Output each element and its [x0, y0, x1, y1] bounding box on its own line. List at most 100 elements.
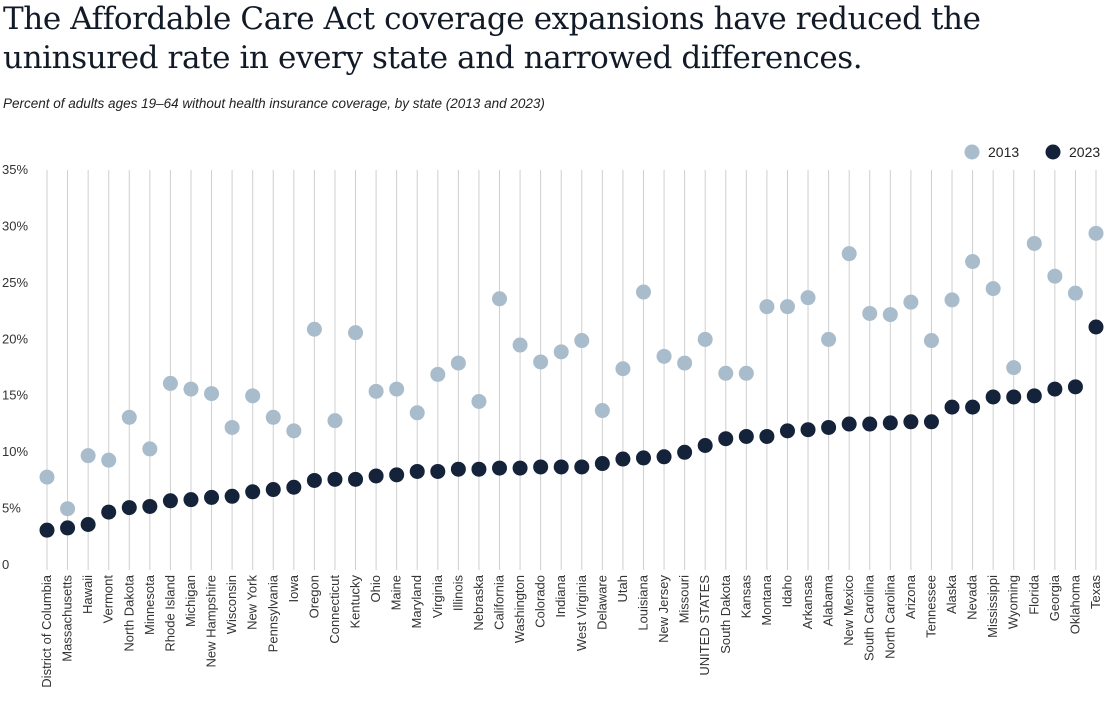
x-tick-label-mississippi: Mississippi: [985, 575, 1000, 638]
point-2013-texas: [1088, 225, 1104, 241]
point-2023-ohio: [368, 468, 384, 484]
y-tick-label: 20%: [2, 331, 28, 346]
x-tick-label-montana: Montana: [759, 574, 774, 625]
x-tick-label-illinois: Illinois: [450, 575, 465, 612]
point-2013-tennessee: [923, 333, 939, 349]
point-2023-north-dakota: [121, 500, 137, 516]
point-2023-kansas: [738, 428, 754, 444]
point-2023-tennessee: [923, 414, 939, 430]
point-2013-louisiana: [635, 284, 651, 300]
point-2023-utah: [615, 451, 631, 467]
x-tick-label-pennsylvania: Pennsylvania: [265, 574, 280, 652]
x-tick-label-michigan: Michigan: [183, 575, 198, 627]
point-2013-mississippi: [985, 281, 1001, 297]
point-2013-ohio: [368, 383, 384, 399]
point-2023-washington: [512, 460, 528, 476]
x-tick-label-new-mexico: New Mexico: [841, 575, 856, 646]
point-2013-alaska: [944, 292, 960, 308]
point-2023-virginia: [430, 463, 446, 479]
point-2023-montana: [759, 428, 775, 444]
x-tick-label-nevada: Nevada: [965, 574, 980, 620]
y-tick-label: 5%: [2, 501, 21, 516]
point-2013-new-mexico: [841, 246, 857, 262]
point-2023-maine: [389, 467, 405, 483]
x-tick-label-arkansas: Arkansas: [800, 575, 815, 630]
x-tick-label-maine: Maine: [389, 575, 404, 610]
x-tick-label-tennessee: Tennessee: [923, 575, 938, 638]
x-tick-label-wyoming: Wyoming: [1006, 575, 1021, 629]
point-2023-oregon: [306, 472, 322, 488]
point-2013-new-jersey: [656, 348, 672, 364]
point-2013-north-dakota: [121, 409, 137, 425]
point-2023-alaska: [944, 399, 960, 415]
point-2013-oregon: [306, 321, 322, 337]
point-2023-michigan: [183, 492, 199, 508]
legend-marker-2013: [964, 144, 980, 160]
point-2023-south-dakota: [718, 431, 734, 447]
x-tick-label-idaho: Idaho: [779, 575, 794, 608]
x-tick-label-new-hampshire: New Hampshire: [204, 575, 219, 667]
point-2013-new-hampshire: [204, 386, 220, 402]
point-2023-wisconsin: [224, 488, 240, 504]
point-2023-new-hampshire: [204, 489, 220, 505]
y-tick-label: 30%: [2, 218, 28, 233]
point-2013-nebraska: [471, 393, 487, 409]
point-2023-illinois: [450, 461, 466, 477]
point-2013-colorado: [533, 354, 549, 370]
point-2013-pennsylvania: [265, 409, 281, 425]
point-2023-indiana: [553, 459, 569, 475]
y-tick-label: 10%: [2, 444, 28, 459]
point-2023-arkansas: [800, 422, 816, 438]
x-tick-label-texas: Texas: [1088, 575, 1103, 609]
x-tick-label-kansas: Kansas: [738, 575, 753, 619]
legend-marker-2023: [1045, 144, 1061, 160]
point-2013-new-york: [245, 388, 261, 404]
point-2023-hawaii: [80, 517, 96, 532]
x-tick-label-iowa: Iowa: [286, 574, 301, 602]
point-2013-florida: [1026, 235, 1042, 251]
point-2023-west-virginia: [574, 459, 590, 475]
grid-layer: [46, 170, 1097, 570]
x-tick-label-minnesota: Minnesota: [142, 574, 157, 635]
point-2013-georgia: [1047, 268, 1063, 284]
x-tick-label-delaware: Delaware: [594, 575, 609, 630]
point-2013-wyoming: [1006, 360, 1022, 376]
point-2013-idaho: [779, 299, 795, 315]
point-2023-rhode-island: [162, 493, 178, 509]
x-tick-label-georgia: Georgia: [1047, 574, 1062, 621]
x-tick-label-north-dakota: North Dakota: [121, 574, 136, 651]
point-2023-maryland: [409, 463, 425, 479]
x-tick-label-north-carolina: North Carolina: [882, 574, 897, 659]
point-2013-iowa: [286, 423, 302, 439]
x-tick-label-district-of-columbia: District of Columbia: [39, 574, 54, 687]
point-2013-south-carolina: [862, 305, 878, 321]
point-2013-kansas: [738, 365, 754, 381]
point-2013-district-of-columbia: [39, 469, 55, 485]
point-2023-missouri: [677, 444, 693, 460]
point-2013-wisconsin: [224, 419, 240, 435]
x-tick-label-rhode-island: Rhode Island: [162, 575, 177, 652]
point-2023-colorado: [533, 459, 549, 475]
x-tick-label-vermont: Vermont: [101, 575, 116, 624]
x-tick-label-oklahoma: Oklahoma: [1067, 574, 1082, 634]
point-2023-california: [492, 460, 508, 476]
x-tick-label-massachusetts: Massachusetts: [60, 575, 75, 662]
x-tick-label-oregon: Oregon: [306, 575, 321, 618]
point-2013-california: [492, 291, 508, 307]
point-2023-south-carolina: [862, 416, 878, 432]
point-2013-missouri: [677, 355, 693, 371]
x-tick-label-kentucky: Kentucky: [348, 575, 363, 629]
point-2013-virginia: [430, 366, 446, 382]
point-2013-west-virginia: [574, 333, 590, 349]
point-2023-district-of-columbia: [39, 522, 55, 538]
point-2023-oklahoma: [1067, 379, 1083, 395]
x-tick-label-wisconsin: Wisconsin: [224, 575, 239, 634]
point-2023-united-states: [697, 438, 713, 453]
point-2013-vermont: [101, 452, 117, 468]
y-tick-label: 0: [2, 557, 9, 572]
x-tick-label-connecticut: Connecticut: [327, 575, 342, 644]
point-2013-arizona: [903, 294, 919, 310]
x-tick-label-alabama: Alabama: [821, 574, 836, 626]
point-2013-hawaii: [80, 448, 96, 464]
point-2023-wyoming: [1006, 389, 1022, 405]
